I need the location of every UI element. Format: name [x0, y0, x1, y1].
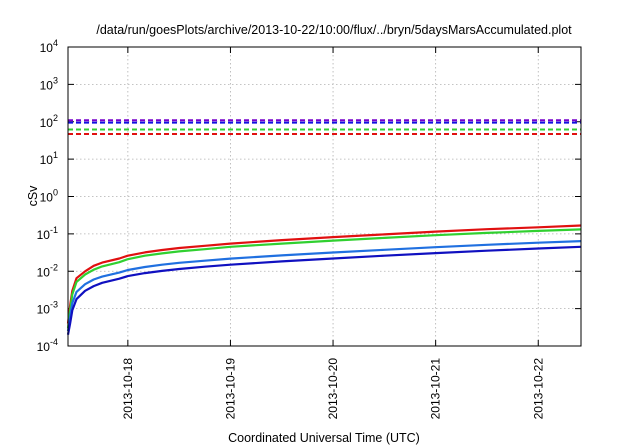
y-tick-label: 10-4 [37, 337, 58, 354]
chart-title: /data/run/goesPlots/archive/2013-10-22/1… [96, 23, 572, 37]
y-tick-label: 104 [40, 38, 58, 55]
x-tick-label: 2013-10-18 [121, 358, 135, 420]
x-tick-label: 2013-10-22 [531, 358, 545, 420]
grid-lines [68, 47, 581, 346]
x-axis: 2013-10-18 2013-10-19 2013-10-20 2013-10-21… [121, 47, 545, 419]
y-tick-label: 103 [40, 75, 58, 92]
series-line [66, 224, 582, 324]
x-axis-label: Coordinated Universal Time (UTC) [228, 431, 420, 445]
data-series [66, 224, 582, 335]
x-tick-label: 2013-10-20 [326, 358, 340, 420]
y-axis-label: cSv [26, 185, 40, 207]
y-tick-label: 10-2 [37, 262, 58, 279]
y-tick-label: 102 [40, 113, 58, 130]
x-tick-label: 2013-10-19 [223, 358, 237, 420]
x-tick-label: 2013-10-21 [429, 358, 443, 420]
y-tick-label: 100 [40, 188, 58, 205]
threshold-lines [68, 119, 581, 136]
y-tick-label: 101 [40, 150, 58, 167]
plot-frame [67, 46, 582, 347]
y-tick-label: 10-1 [37, 225, 58, 242]
series-line [66, 228, 582, 329]
y-tick-label: 10-3 [37, 300, 58, 317]
series-line [66, 240, 582, 332]
y-axis: 10-4 10-3 10-2 10-1 100 101 102 103 104 [37, 38, 581, 354]
series-line [66, 245, 582, 335]
